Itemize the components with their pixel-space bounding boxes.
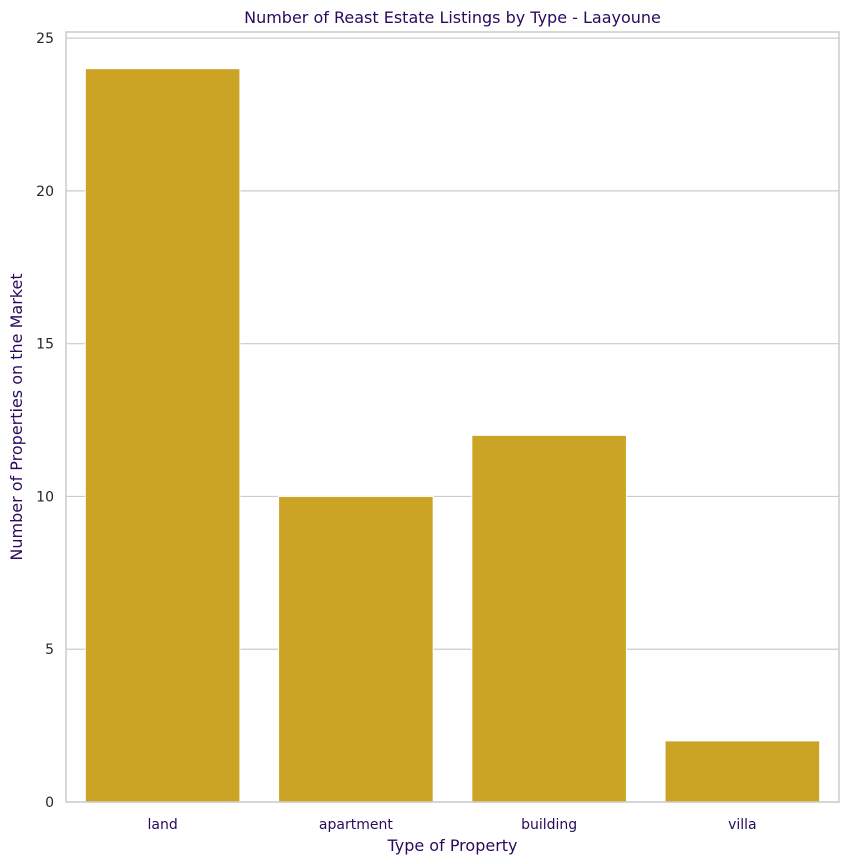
x-tick-label-villa: villa xyxy=(728,817,757,833)
chart-title: Number of Reast Estate Listings by Type … xyxy=(244,8,661,27)
bar-land xyxy=(84,68,241,803)
y-axis-label: Number of Properties on the Market xyxy=(7,273,26,560)
bar-villa xyxy=(664,740,821,803)
x-tick-label-building: building xyxy=(521,817,577,833)
y-tick-label: 10 xyxy=(36,489,54,505)
y-tick-label: 15 xyxy=(36,337,54,353)
bar-building xyxy=(471,434,627,803)
x-tick-label-land: land xyxy=(148,817,178,833)
y-tick-label: 0 xyxy=(45,795,54,811)
plot-frame xyxy=(65,31,840,803)
y-tick-label: 5 xyxy=(45,642,54,658)
y-tick-label: 25 xyxy=(36,31,54,47)
y-tick-label: 20 xyxy=(36,184,54,200)
x-ticks: land apartment building villa xyxy=(148,817,757,833)
x-axis-label: Type of Property xyxy=(386,836,517,855)
bar-apartment xyxy=(278,495,434,803)
y-ticks: 0 5 10 15 20 25 xyxy=(36,31,54,811)
x-tick-label-apartment: apartment xyxy=(319,817,393,833)
bars xyxy=(84,68,821,803)
